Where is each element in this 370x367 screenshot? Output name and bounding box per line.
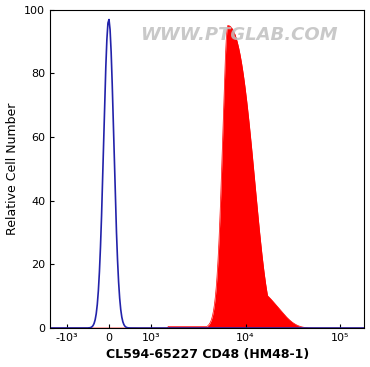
Y-axis label: Relative Cell Number: Relative Cell Number bbox=[6, 103, 18, 235]
X-axis label: CL594-65227 CD48 (HM48-1): CL594-65227 CD48 (HM48-1) bbox=[105, 348, 309, 361]
Text: WWW.PTGLAB.COM: WWW.PTGLAB.COM bbox=[140, 26, 337, 44]
